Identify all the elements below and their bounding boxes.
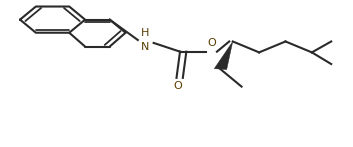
Text: N: N — [140, 42, 149, 52]
Text: H: H — [140, 28, 149, 38]
Text: O: O — [207, 38, 216, 48]
Polygon shape — [214, 41, 233, 70]
Text: O: O — [174, 81, 182, 91]
